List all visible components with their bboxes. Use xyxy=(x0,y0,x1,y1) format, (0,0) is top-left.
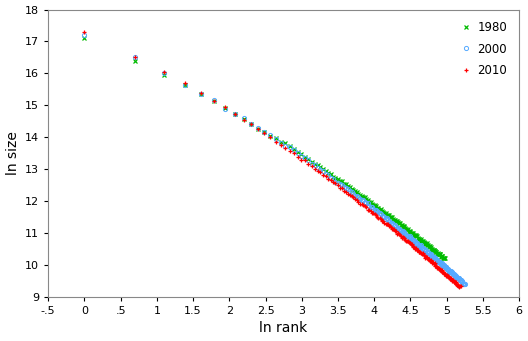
1980 xyxy=(232,112,238,116)
2000 xyxy=(81,33,88,37)
2000 xyxy=(461,282,468,286)
1980 xyxy=(422,241,428,245)
1980 xyxy=(402,226,409,230)
2010 xyxy=(456,284,463,288)
2010 xyxy=(367,209,374,213)
2000 xyxy=(436,260,442,264)
X-axis label: ln rank: ln rank xyxy=(259,322,308,336)
2000 xyxy=(346,189,353,193)
Y-axis label: ln size: ln size xyxy=(6,131,20,175)
2010 xyxy=(436,266,442,270)
2010 xyxy=(81,30,88,34)
2010 xyxy=(398,234,404,238)
2010 xyxy=(335,183,341,188)
Line: 2010: 2010 xyxy=(82,30,463,289)
2010 xyxy=(290,151,297,155)
2010 xyxy=(457,284,464,288)
1980 xyxy=(441,256,448,261)
1980 xyxy=(442,256,448,260)
1980 xyxy=(437,252,443,256)
2000 xyxy=(434,258,440,263)
1980 xyxy=(81,36,88,40)
Legend: 1980, 2000, 2010: 1980, 2000, 2010 xyxy=(452,15,513,83)
2000 xyxy=(438,262,444,266)
2000 xyxy=(441,263,447,267)
2000 xyxy=(418,245,425,249)
1980 xyxy=(131,59,138,63)
2010 xyxy=(282,146,288,150)
Line: 1980: 1980 xyxy=(82,35,447,261)
Line: 2000: 2000 xyxy=(82,33,467,286)
1980 xyxy=(425,243,431,247)
